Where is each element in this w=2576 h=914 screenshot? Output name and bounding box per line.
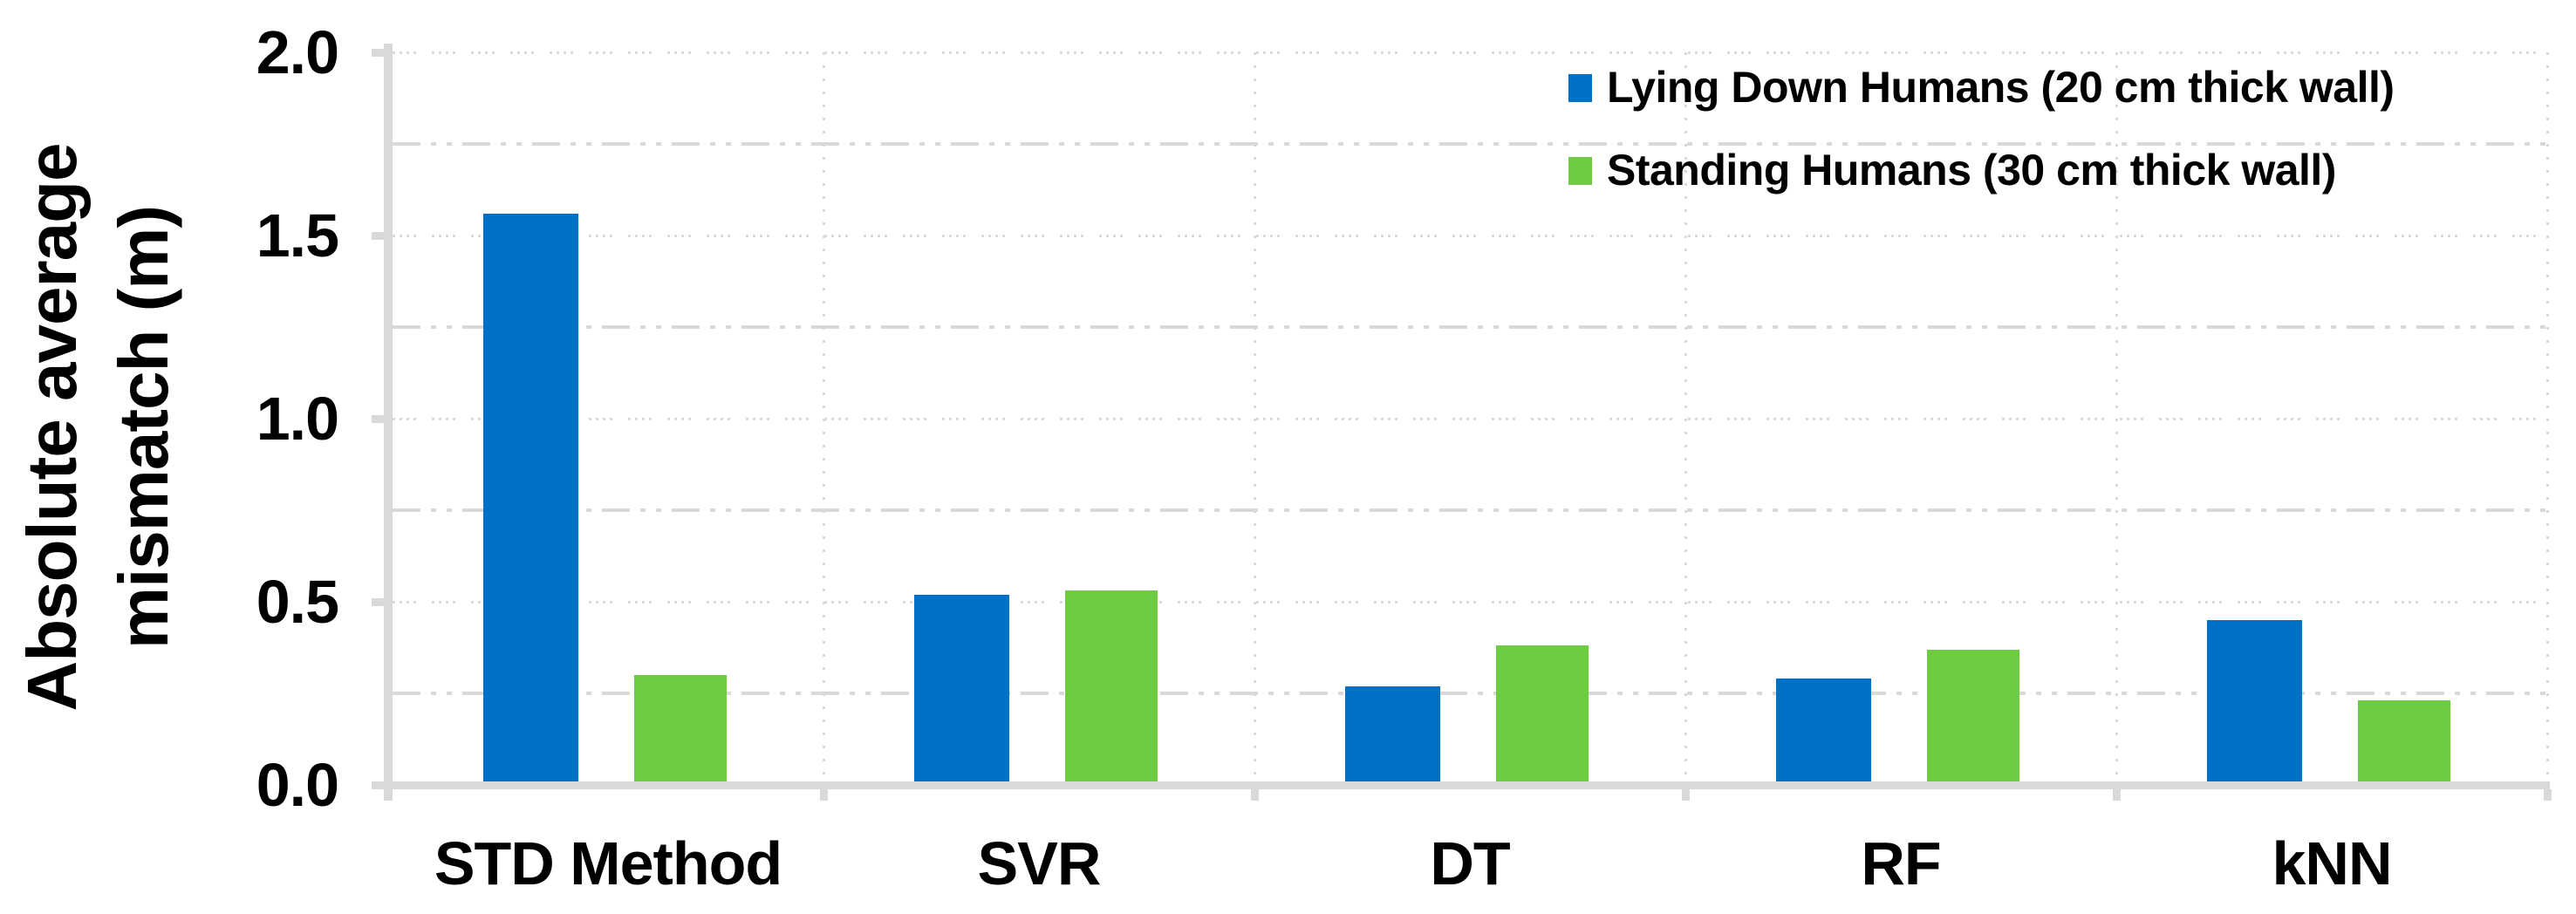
x-axis-tick-mark (2543, 789, 2552, 801)
y-axis-tick-mark (372, 781, 393, 789)
x-category-label: STD Method (434, 829, 782, 897)
major-gridline (393, 51, 2545, 54)
y-axis-tick-mark (372, 598, 393, 606)
x-axis-line (384, 781, 2550, 789)
bar-series1 (1345, 686, 1440, 781)
legend-swatch-icon (1568, 156, 1592, 185)
y-tick-label: 2.0 (256, 18, 339, 86)
x-axis-tick-mark (1250, 789, 1259, 801)
legend-label: Standing Humans (30 cm thick wall) (1607, 146, 2336, 194)
bar-series1 (2207, 620, 2302, 781)
category-separator-gridline (2115, 52, 2118, 781)
x-category-label: DT (1430, 829, 1510, 897)
x-axis-tick-mark (819, 789, 828, 801)
legend-item: Lying Down Humans (20 cm thick wall) (1568, 65, 2395, 111)
category-separator-gridline (1253, 52, 1256, 781)
bar-series2 (1927, 649, 2019, 781)
bar-series1 (1776, 679, 1871, 781)
category-separator-gridline (2545, 52, 2549, 781)
major-gridline (393, 417, 2545, 420)
minor-gridline (393, 508, 2545, 512)
bar-series2 (1065, 590, 1158, 781)
x-category-label: SVR (977, 829, 1102, 897)
bar-series1 (914, 594, 1009, 781)
minor-gridline (393, 325, 2545, 329)
y-tick-label: 0.0 (256, 751, 339, 819)
x-category-label: kNN (2272, 829, 2392, 897)
bar-series2 (1496, 645, 1589, 781)
legend-label: Lying Down Humans (20 cm thick wall) (1607, 63, 2395, 112)
legend-item: Standing Humans (30 cm thick wall) (1568, 147, 2395, 194)
y-tick-label: 1.0 (256, 385, 339, 453)
legend-swatch-icon (1568, 73, 1592, 102)
y-axis-tick-mark (372, 49, 393, 57)
x-axis-tick-mark (2112, 789, 2121, 801)
minor-gridline (393, 692, 2545, 695)
y-tick-label: 1.5 (256, 201, 339, 269)
major-gridline (393, 600, 2545, 604)
x-category-label: RF (1861, 829, 1941, 897)
bar-series1 (483, 213, 578, 781)
y-axis-tick-mark (372, 232, 393, 240)
legend: Lying Down Humans (20 cm thick wall) Stan… (1568, 65, 2395, 194)
bar-series2 (2358, 700, 2450, 781)
x-axis-tick-mark (1681, 789, 1690, 801)
y-axis-tick-mark (372, 415, 393, 423)
y-tick-label: 0.5 (256, 568, 339, 636)
bar-series2 (634, 675, 727, 781)
major-gridline (393, 234, 2545, 237)
category-separator-gridline (1684, 52, 1687, 781)
minor-gridline (393, 142, 2545, 146)
category-separator-gridline (822, 52, 825, 781)
